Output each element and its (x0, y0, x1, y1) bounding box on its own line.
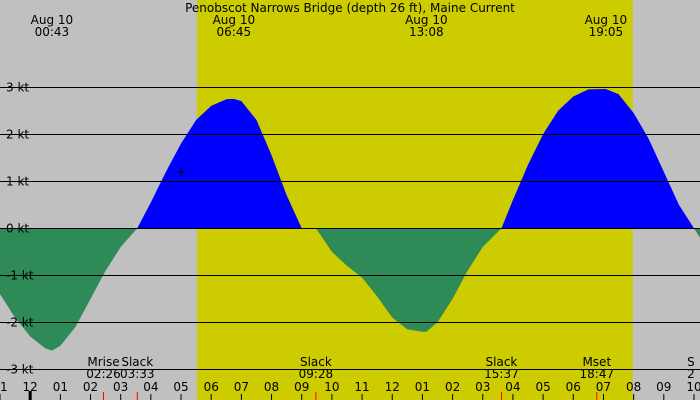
hour-tick-label: 05 (173, 380, 188, 394)
hour-tick-label: 08 (264, 380, 279, 394)
y-tick-label: 2 kt (6, 128, 29, 142)
hour-tick-label: 10 (686, 380, 700, 394)
hour-tick-label: 06 (204, 380, 219, 394)
peak-date-label: Aug 10 (405, 13, 448, 27)
hour-tick-label: 07 (234, 380, 249, 394)
event-name-label: S (687, 355, 695, 369)
hour-tick-label: 12 (385, 380, 400, 394)
hour-tick-label: 01 (415, 380, 430, 394)
event-time-label: 02:26 (86, 367, 121, 381)
y-tick-label: 1 kt (6, 175, 29, 189)
hour-tick-label: 12 (23, 380, 38, 394)
hour-tick-label: 03 (113, 380, 128, 394)
peak-time-label: 00:43 (35, 25, 70, 39)
peak-date-label: Aug 10 (31, 13, 74, 27)
chart-title: Penobscot Narrows Bridge (depth 26 ft), … (185, 1, 515, 15)
hour-tick-label: 02 (445, 380, 460, 394)
event-labels: Mrise02:26Slack03:33Slack09:28Slack15:37… (86, 355, 695, 381)
flood-current-area (0, 88, 700, 229)
hour-tick-label: 04 (505, 380, 520, 394)
y-tick-label: 3 kt (6, 81, 29, 95)
peak-time-label: 06:45 (217, 25, 252, 39)
y-tick-label: -3 kt (6, 363, 34, 377)
event-name-label: Slack (300, 355, 332, 369)
event-time-label: 09:28 (299, 367, 334, 381)
hour-tick-label: 08 (626, 380, 641, 394)
hour-tick-label: 04 (143, 380, 158, 394)
hour-tick-label: 07 (596, 380, 611, 394)
event-name-label: Slack (121, 355, 153, 369)
peak-date-label: Aug 10 (585, 13, 628, 27)
event-name-label: Mset (582, 355, 611, 369)
hour-tick-label: 10 (324, 380, 339, 394)
event-time-label: 03:33 (120, 367, 155, 381)
y-axis-labels: 3 kt 2 kt 1 kt 0 kt -1 kt -2 kt -3 kt (6, 81, 34, 377)
y-tick-label: -2 kt (6, 316, 34, 330)
y-tick-label: 0 kt (6, 222, 29, 236)
hour-tick-label: 01 (53, 380, 68, 394)
ebb-current-area (0, 228, 700, 351)
y-gridlines (0, 87, 700, 370)
hour-tick-label: 09 (294, 380, 309, 394)
y-tick-label: -1 kt (6, 269, 34, 283)
hour-tick-label: 02 (83, 380, 98, 394)
event-name-label: Mrise (87, 355, 119, 369)
hour-tick-label: 06 (566, 380, 581, 394)
hour-tick-label: 09 (656, 380, 671, 394)
peak-time-label: 19:05 (589, 25, 624, 39)
hour-tick-label: 03 (475, 380, 490, 394)
current-time-marker (177, 167, 186, 176)
event-time-label: 15:37 (484, 367, 519, 381)
hour-tick-label: 11 (0, 380, 8, 394)
event-time-label: 18:47 (580, 367, 615, 381)
event-name-label: Slack (486, 355, 518, 369)
hour-tick-label: 05 (535, 380, 550, 394)
hour-axis: 11 12 01 02 03 04 05 06 07 08 09 10 11 12 01 02 03 04 05 06… (0, 380, 700, 400)
event-time-label: 2 (687, 367, 695, 381)
peak-date-label: Aug 10 (213, 13, 256, 27)
hour-tick-label: 11 (354, 380, 369, 394)
peak-time-label: 13:08 (409, 25, 444, 39)
